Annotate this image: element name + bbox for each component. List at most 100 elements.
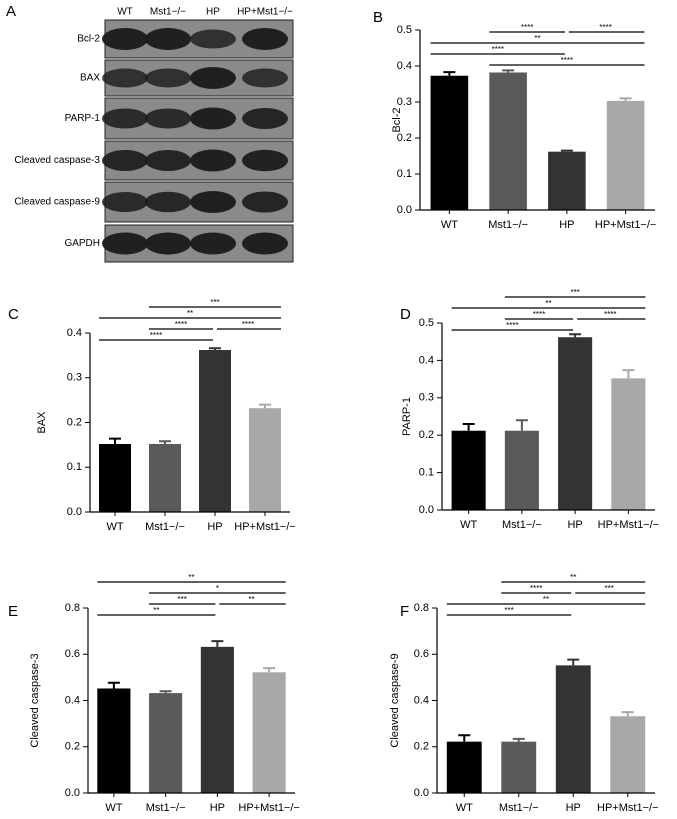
blot-band xyxy=(102,28,148,50)
panel-letter: F xyxy=(400,603,409,620)
significance-label: **** xyxy=(521,23,533,32)
y-tick-label: 0.1 xyxy=(419,467,434,479)
blot-band xyxy=(145,28,191,50)
x-tick-label: HP+Mst1−/− xyxy=(234,521,295,533)
y-axis-title: BAX xyxy=(36,411,48,434)
blot-column-label: HP xyxy=(206,7,220,18)
bar xyxy=(504,430,539,510)
error-bar xyxy=(263,667,276,673)
error-bar xyxy=(512,737,525,742)
panel-letter: A xyxy=(6,3,16,20)
y-axis-title: PARP-1 xyxy=(401,397,413,436)
bar xyxy=(558,337,593,510)
bar xyxy=(149,443,181,512)
blot-band xyxy=(190,107,236,130)
blot-column-label: WT xyxy=(117,7,133,18)
x-tick-label: WT xyxy=(441,219,458,231)
error-bar xyxy=(569,333,582,338)
x-tick-label: WT xyxy=(105,802,122,814)
significance-label: *** xyxy=(570,288,579,297)
blot-row-label: PARP-1 xyxy=(65,113,101,124)
error-bar xyxy=(515,419,528,431)
error-bar xyxy=(458,734,471,742)
panel-letter: C xyxy=(8,306,19,323)
y-axis-title: Cleaved caspase-9 xyxy=(389,653,401,747)
y-tick-label: 0.1 xyxy=(397,168,412,180)
panel-letter: D xyxy=(400,306,411,323)
error-bar xyxy=(211,640,224,647)
blot-row-label: GAPDH xyxy=(64,238,100,249)
panel-letter: E xyxy=(8,603,18,620)
y-tick-label: 0.8 xyxy=(414,602,429,614)
y-tick-label: 0.0 xyxy=(67,506,82,518)
x-tick-label: Mst1−/− xyxy=(502,519,542,531)
blot-band xyxy=(190,67,236,89)
bar xyxy=(489,72,527,210)
significance-label: ** xyxy=(545,299,551,308)
y-tick-label: 0.1 xyxy=(67,461,82,473)
significance-label: **** xyxy=(533,310,545,319)
blot-band xyxy=(242,28,288,50)
bar xyxy=(501,741,537,793)
blot-column-label: HP+Mst1−/− xyxy=(237,7,293,18)
significance-label: *** xyxy=(178,595,187,604)
y-tick-label: 0.4 xyxy=(419,354,434,366)
x-tick-label: WT xyxy=(456,802,473,814)
blot-band xyxy=(242,232,288,255)
y-tick-label: 0.4 xyxy=(414,694,429,706)
y-tick-label: 0.3 xyxy=(419,392,434,404)
x-tick-label: HP xyxy=(559,219,574,231)
blot-band xyxy=(190,29,236,49)
bar xyxy=(200,646,234,793)
blot-band xyxy=(190,232,236,255)
significance-label: *** xyxy=(504,606,513,615)
error-bar xyxy=(567,658,580,666)
y-tick-label: 0.6 xyxy=(414,648,429,660)
panel-letter: B xyxy=(373,9,383,26)
x-tick-label: HP xyxy=(207,521,222,533)
significance-label: **** xyxy=(599,23,611,32)
blot-band xyxy=(145,191,191,213)
blot-row-label: BAX xyxy=(80,73,100,84)
y-axis-title: Cleaved caspase-3 xyxy=(29,653,41,747)
x-tick-label: HP+Mst1−/− xyxy=(598,519,659,531)
x-tick-label: HP+Mst1−/− xyxy=(595,219,656,231)
x-tick-label: HP xyxy=(566,802,581,814)
y-tick-label: 0.3 xyxy=(67,372,82,384)
x-tick-label: HP+Mst1−/− xyxy=(597,802,658,814)
significance-label: ** xyxy=(153,606,159,615)
y-tick-label: 0.0 xyxy=(414,787,429,799)
blot-band xyxy=(145,150,191,171)
bar xyxy=(249,408,281,512)
blot-band xyxy=(102,150,148,171)
error-bar xyxy=(107,681,120,689)
significance-label: ** xyxy=(570,573,576,582)
y-tick-label: 0.0 xyxy=(419,504,434,516)
x-tick-label: HP xyxy=(210,802,225,814)
y-tick-label: 0.2 xyxy=(397,132,412,144)
significance-label: *** xyxy=(605,584,614,593)
significance-label: ** xyxy=(248,595,254,604)
x-tick-label: Mst1−/− xyxy=(488,219,528,231)
blot-band xyxy=(190,149,236,172)
y-tick-label: 0.3 xyxy=(397,96,412,108)
bar xyxy=(97,688,131,793)
error-bar xyxy=(109,437,121,444)
significance-label: * xyxy=(216,584,219,593)
y-tick-label: 0.2 xyxy=(419,429,434,441)
y-tick-label: 0.2 xyxy=(67,416,82,428)
significance-label: **** xyxy=(604,310,616,319)
blot-band xyxy=(145,68,191,88)
blot-band xyxy=(102,68,148,88)
blot-band xyxy=(242,149,288,172)
y-tick-label: 0.2 xyxy=(414,741,429,753)
x-tick-label: HP xyxy=(567,519,582,531)
x-tick-label: Mst1−/− xyxy=(145,521,185,533)
blot-band xyxy=(145,108,191,129)
bar xyxy=(555,665,591,793)
significance-label: ** xyxy=(543,595,549,604)
significance-label: **** xyxy=(175,320,187,329)
significance-label: **** xyxy=(561,56,573,65)
blot-band xyxy=(242,68,288,88)
